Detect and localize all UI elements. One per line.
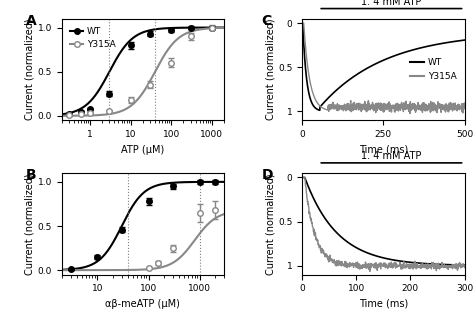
Text: B: B bbox=[26, 168, 36, 182]
Legend: WT, Y315A: WT, Y315A bbox=[407, 55, 460, 84]
Y-axis label: Current (normalized): Current (normalized) bbox=[265, 173, 275, 275]
Y-axis label: Current (normalized): Current (normalized) bbox=[265, 19, 275, 120]
Y-axis label: Current (normalized): Current (normalized) bbox=[25, 19, 35, 120]
Text: D: D bbox=[262, 168, 273, 182]
X-axis label: Time (ms): Time (ms) bbox=[359, 144, 408, 154]
Text: A: A bbox=[26, 14, 36, 28]
X-axis label: αβ-meATP (μM): αβ-meATP (μM) bbox=[105, 299, 180, 309]
Y-axis label: Current (normalized): Current (normalized) bbox=[25, 173, 35, 275]
X-axis label: ATP (μM): ATP (μM) bbox=[121, 144, 164, 154]
Text: 1. 4 mM ATP: 1. 4 mM ATP bbox=[361, 151, 421, 161]
Text: 1. 4 mM ATP: 1. 4 mM ATP bbox=[361, 0, 421, 7]
X-axis label: Time (ms): Time (ms) bbox=[359, 299, 408, 309]
Text: C: C bbox=[262, 14, 272, 28]
Legend: WT, Y315A: WT, Y315A bbox=[66, 23, 119, 53]
